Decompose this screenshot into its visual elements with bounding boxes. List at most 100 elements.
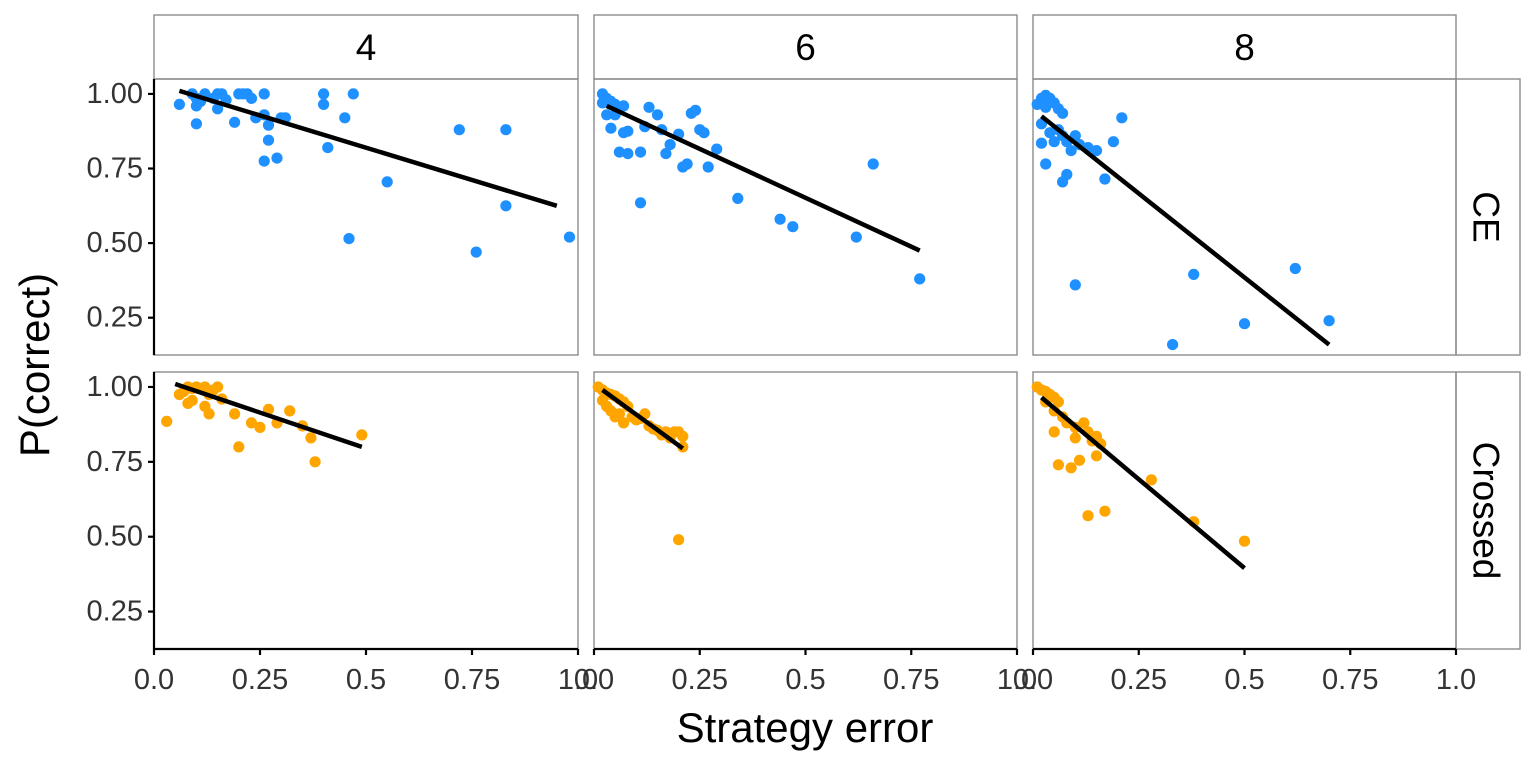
data-point (681, 158, 693, 170)
panel-border (153, 78, 579, 356)
fit-line (174, 381, 363, 450)
fit-line (1040, 114, 1331, 347)
data-point (343, 233, 355, 245)
data-point (618, 417, 630, 429)
data-point (271, 152, 283, 164)
panel-border (1032, 78, 1457, 356)
data-point (1116, 112, 1128, 124)
y-axis-title: P(correct) (11, 273, 58, 457)
data-point (634, 146, 647, 158)
fit-line (605, 103, 921, 253)
data-point (356, 429, 368, 441)
panel-8-CE (1031, 78, 1457, 356)
data-point (774, 213, 786, 225)
data-point (284, 405, 296, 417)
facet-strip-row-Crossed (1455, 371, 1521, 650)
data-point (186, 394, 198, 406)
axes: 0.25 0.50 0.75 1.00 0.25 0.50 0.75 1.00 0.0 0.25 0… (87, 78, 1477, 696)
facet-label-col-4: 4 (356, 27, 377, 68)
x-tick-label: 0.25 (1111, 664, 1167, 696)
y-tick-label: 0.50 (87, 521, 143, 553)
data-point (339, 112, 351, 124)
data-point (1082, 510, 1094, 522)
data-point (1238, 535, 1251, 547)
data-point (613, 408, 626, 420)
panel-6-CE (593, 78, 1018, 356)
x-tick-label: 0.5 (785, 664, 825, 696)
x-tick-label: 0.5 (1224, 664, 1264, 696)
data-point (867, 158, 879, 170)
facet-panels (153, 78, 1457, 650)
data-point (1090, 450, 1103, 462)
data-point (245, 417, 258, 429)
fit-line (1040, 395, 1246, 570)
data-point (1289, 262, 1301, 275)
data-point (850, 231, 862, 243)
panel-border (1032, 371, 1457, 650)
y-tick-label: 1.00 (87, 78, 143, 110)
panel-6-Crossed (592, 371, 1018, 650)
x-axis-title: Strategy error (677, 704, 934, 751)
data-point (381, 176, 393, 188)
data-point (1078, 417, 1090, 429)
data-point (1040, 101, 1052, 113)
facet-label-row-Crossed: Crossed (1466, 442, 1507, 580)
data-point (1238, 318, 1251, 330)
data-point (190, 118, 202, 130)
facet-strip-col-4 (153, 14, 579, 80)
data-point (1188, 268, 1200, 280)
y-tick-label: 0.25 (87, 302, 143, 334)
data-point (1052, 396, 1064, 408)
data-point (1069, 279, 1081, 291)
data-point (1048, 426, 1060, 438)
facet-strips: 4 6 8 CE Crossed (153, 14, 1521, 650)
data-point (212, 103, 224, 115)
data-point (1167, 339, 1179, 351)
data-point (601, 109, 613, 121)
data-point (254, 421, 266, 433)
data-point (1040, 158, 1052, 170)
data-point (711, 143, 723, 155)
fit-line (178, 88, 558, 208)
data-point (689, 104, 702, 116)
data-point (453, 124, 465, 136)
panel-border (593, 371, 1018, 650)
data-point (1052, 459, 1064, 471)
y-tick-label: 0.75 (87, 446, 143, 478)
data-point (229, 116, 241, 128)
data-point (347, 88, 359, 100)
facet-label-row-CE: CE (1466, 191, 1507, 242)
data-point (216, 88, 228, 100)
x-tick-label: 0.25 (672, 664, 728, 696)
data-point (1107, 136, 1119, 148)
data-point (173, 98, 185, 110)
data-point (1048, 136, 1060, 148)
data-point (622, 148, 634, 160)
data-point (500, 124, 512, 136)
data-point (1057, 107, 1069, 119)
x-tick-label: 1.0 (558, 664, 598, 696)
x-tick-label: 0.75 (1322, 664, 1378, 696)
facet-strip-col-8 (1032, 14, 1457, 80)
panel-4-CE (153, 78, 579, 356)
data-point (305, 432, 317, 444)
data-point (1073, 454, 1086, 466)
data-point (563, 231, 576, 243)
data-point (914, 273, 926, 285)
x-tick-label: 0.0 (134, 664, 174, 696)
data-point (787, 221, 799, 233)
x-tick-label: 1.0 (1436, 664, 1476, 696)
data-point (651, 109, 664, 121)
data-point (1090, 145, 1103, 157)
data-point (500, 200, 512, 212)
data-point (245, 92, 258, 104)
data-point (318, 88, 330, 100)
data-point (470, 246, 482, 258)
y-tick-label: 0.50 (87, 227, 143, 259)
data-point (1065, 462, 1077, 474)
data-point (1069, 432, 1081, 444)
data-point (643, 101, 655, 113)
data-point (618, 100, 630, 112)
data-point (258, 88, 270, 100)
